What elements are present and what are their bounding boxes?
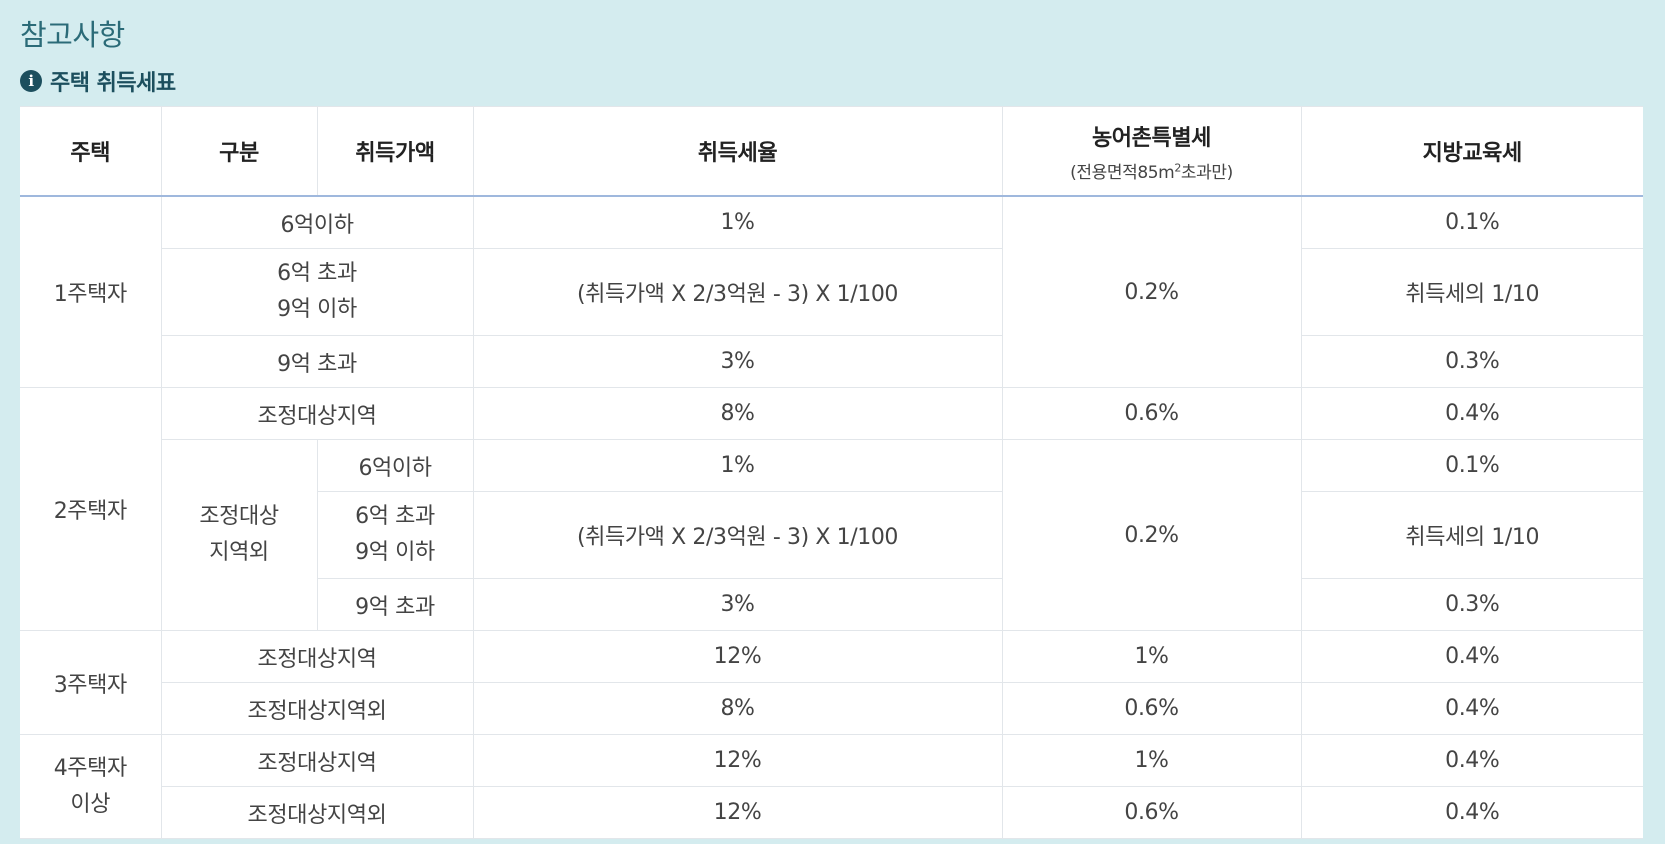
price-cell: 9억 초과 — [317, 578, 474, 631]
house-count-cell: 1주택자 — [20, 195, 162, 388]
acquisition-tax-table: 주택 구분 취득가액 취득세율 농어촌특별세 (전용면적85m2초과만) 지방교… — [20, 106, 1643, 839]
division-cell: 9억 초과 — [161, 335, 474, 388]
division-cell: 조정대상지역외 — [161, 786, 474, 839]
division-cell: 6억이하 — [160, 195, 474, 249]
rate-cell: (취득가액 X 2/3억원 - 3) X 1/100 — [472, 491, 1003, 579]
rate-cell: 8% — [472, 682, 1003, 735]
table-row: 9억 초과 3% 0.3% — [20, 578, 1643, 631]
rural-tax-cell: 0.6% — [1001, 387, 1302, 440]
rural-tax-cell: 1% — [1001, 630, 1302, 683]
table-row: 9억 초과 3% 0.3% — [20, 335, 1643, 388]
division-cell: 6억 초과 9억 이하 — [161, 248, 474, 336]
rate-cell: (취득가액 X 2/3억원 - 3) X 1/100 — [472, 248, 1003, 336]
house-count-cell: 2주택자 — [20, 387, 162, 631]
edu-tax-cell: 0.1% — [1300, 195, 1643, 249]
division-cell: 조정대상지역 — [160, 630, 474, 683]
rural-tax-cell: 1% — [1001, 734, 1302, 787]
header-rural-note: (전용면적85m2초과만) — [1070, 160, 1233, 183]
table-header-row: 주택 구분 취득가액 취득세율 농어촌특별세 (전용면적85m2초과만) 지방교… — [20, 106, 1643, 197]
rate-cell: 3% — [472, 335, 1003, 388]
table-row: 6억 초과 9억 이하 (취득가액 X 2/3억원 - 3) X 1/100 취득… — [20, 248, 1643, 336]
edu-tax-cell: 0.4% — [1300, 682, 1643, 735]
table-row: 6억 초과 9억 이하 (취득가액 X 2/3억원 - 3) X 1/100 취득… — [20, 491, 1643, 579]
edu-tax-cell: 취득세의 1/10 — [1300, 248, 1643, 336]
header-division: 구분 — [160, 106, 318, 197]
section-title: i 주택 취득세표 — [20, 64, 1645, 98]
table-row: 조정대상 지역외 6억이하 1% 0.2% 0.1% — [20, 439, 1643, 631]
table-row: 1주택자 6억이하 1% 0.2% 0.1% — [20, 195, 1643, 388]
rate-cell: 1% — [472, 439, 1003, 492]
header-rural-tax: 농어촌특별세 (전용면적85m2초과만) — [1001, 106, 1302, 197]
rate-cell: 12% — [472, 630, 1003, 683]
price-cell: 6억이하 — [316, 439, 474, 492]
rate-cell: 1% — [472, 195, 1003, 249]
rural-tax-cell: 0.2% — [1001, 439, 1302, 631]
table-row: 4주택자 이상 조정대상지역 12% 1% 0.4% — [20, 734, 1643, 839]
header-rural-label: 농어촌특별세 — [1091, 125, 1212, 151]
price-cell: 6억 초과 9억 이하 — [317, 491, 474, 579]
section-title-text: 주택 취득세표 — [50, 71, 176, 96]
header-price: 취득가액 — [316, 106, 474, 197]
division-cell: 조정대상지역외 — [161, 682, 474, 735]
rate-cell: 3% — [472, 578, 1003, 631]
info-icon: i — [20, 70, 42, 92]
table-row: 조정대상지역외 12% 0.6% 0.4% — [20, 786, 1643, 839]
edu-tax-cell: 취득세의 1/10 — [1300, 491, 1643, 579]
edu-tax-cell: 0.4% — [1300, 786, 1643, 839]
rate-cell: 8% — [472, 387, 1003, 440]
page-title: 참고사항 — [20, 18, 125, 52]
rural-tax-cell: 0.6% — [1001, 682, 1302, 735]
edu-tax-cell: 0.3% — [1300, 335, 1643, 388]
house-count-cell: 3주택자 — [20, 630, 162, 735]
rate-cell: 12% — [472, 786, 1003, 839]
division-cell: 조정대상지역 — [160, 387, 474, 440]
edu-tax-cell: 0.1% — [1300, 439, 1643, 492]
table-row: 2주택자 조정대상지역 8% 0.6% 0.4% — [20, 387, 1643, 631]
edu-tax-cell: 0.4% — [1300, 734, 1643, 787]
division-cell: 조정대상지역 — [160, 734, 474, 787]
edu-tax-cell: 0.4% — [1300, 630, 1643, 683]
rural-tax-cell: 0.2% — [1001, 195, 1302, 388]
rate-cell: 12% — [472, 734, 1003, 787]
house-count-cell: 4주택자 이상 — [20, 734, 162, 839]
edu-tax-cell: 0.4% — [1300, 387, 1643, 440]
edu-tax-cell: 0.3% — [1300, 578, 1643, 631]
table-row: 3주택자 조정대상지역 12% 1% 0.4% — [20, 630, 1643, 735]
table-row: 조정대상지역외 8% 0.6% 0.4% — [20, 682, 1643, 735]
header-rate: 취득세율 — [472, 106, 1003, 197]
header-house: 주택 — [20, 106, 162, 197]
rural-tax-cell: 0.6% — [1001, 786, 1302, 839]
header-edu-tax: 지방교육세 — [1300, 106, 1643, 197]
